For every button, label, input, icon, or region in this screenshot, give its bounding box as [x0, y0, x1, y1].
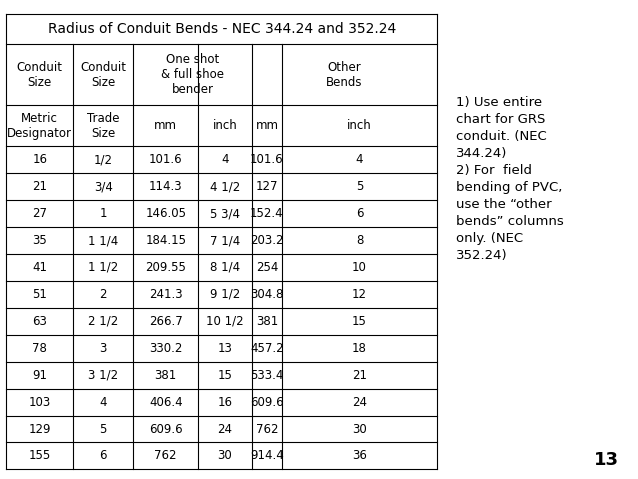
Text: 8: 8 — [356, 234, 363, 247]
Text: 266.7: 266.7 — [149, 315, 182, 328]
Text: 241.3: 241.3 — [149, 288, 182, 301]
Text: 152.4: 152.4 — [250, 207, 284, 220]
Text: 35: 35 — [33, 234, 47, 247]
Text: 457.2: 457.2 — [250, 342, 284, 355]
Text: mm: mm — [255, 119, 278, 132]
Text: 914.4: 914.4 — [250, 449, 284, 462]
Text: 8 1/4: 8 1/4 — [210, 261, 240, 274]
Text: 30: 30 — [218, 449, 232, 462]
Text: inch: inch — [347, 119, 372, 132]
Text: 10: 10 — [352, 261, 367, 274]
Text: 4: 4 — [100, 396, 107, 409]
Text: Radius of Conduit Bends - NEC 344.24 and 352.24: Radius of Conduit Bends - NEC 344.24 and… — [48, 22, 396, 36]
Text: 12: 12 — [352, 288, 367, 301]
Text: 609.6: 609.6 — [250, 396, 284, 409]
Text: inch: inch — [212, 119, 237, 132]
Text: Other
Bends: Other Bends — [326, 61, 362, 89]
Text: 13: 13 — [218, 342, 232, 355]
Text: 27: 27 — [33, 207, 47, 220]
Text: 15: 15 — [218, 369, 232, 382]
Text: 30: 30 — [352, 422, 367, 435]
Text: 24: 24 — [218, 422, 232, 435]
Text: 533.4: 533.4 — [250, 369, 284, 382]
Text: 4: 4 — [356, 153, 363, 166]
Text: 41: 41 — [33, 261, 47, 274]
Text: Conduit
Size: Conduit Size — [17, 61, 63, 89]
Text: 609.6: 609.6 — [149, 422, 182, 435]
Text: 1/2: 1/2 — [94, 153, 113, 166]
Text: 16: 16 — [218, 396, 232, 409]
Text: 91: 91 — [33, 369, 47, 382]
Text: 2 1/2: 2 1/2 — [88, 315, 119, 328]
Text: 5: 5 — [100, 422, 107, 435]
Text: 21: 21 — [33, 180, 47, 193]
Text: 127: 127 — [256, 180, 278, 193]
Text: 381: 381 — [256, 315, 278, 328]
Text: 103: 103 — [29, 396, 51, 409]
Text: 13: 13 — [593, 451, 619, 469]
Text: 3: 3 — [100, 342, 107, 355]
Text: 24: 24 — [352, 396, 367, 409]
Text: 10 1/2: 10 1/2 — [206, 315, 244, 328]
Text: Trade
Size: Trade Size — [87, 112, 119, 140]
Text: 155: 155 — [29, 449, 51, 462]
Text: 9 1/2: 9 1/2 — [210, 288, 240, 301]
Text: 7 1/4: 7 1/4 — [210, 234, 240, 247]
Text: 1 1/4: 1 1/4 — [88, 234, 119, 247]
Text: 146.05: 146.05 — [145, 207, 186, 220]
Text: 1: 1 — [100, 207, 107, 220]
Text: 304.8: 304.8 — [250, 288, 284, 301]
Text: 330.2: 330.2 — [149, 342, 182, 355]
Text: 6: 6 — [356, 207, 363, 220]
Text: 184.15: 184.15 — [145, 234, 186, 247]
Text: 762: 762 — [256, 422, 278, 435]
Text: 21: 21 — [352, 369, 367, 382]
Text: 1 1/2: 1 1/2 — [88, 261, 119, 274]
Text: 3/4: 3/4 — [94, 180, 113, 193]
Text: Metric
Designator: Metric Designator — [7, 112, 72, 140]
Text: 762: 762 — [154, 449, 177, 462]
Text: 4: 4 — [221, 153, 228, 166]
Text: 2: 2 — [100, 288, 107, 301]
Text: 5 3/4: 5 3/4 — [210, 207, 240, 220]
Text: 5: 5 — [356, 180, 363, 193]
Text: 209.55: 209.55 — [145, 261, 186, 274]
Text: 101.6: 101.6 — [250, 153, 284, 166]
Text: 51: 51 — [33, 288, 47, 301]
Text: 6: 6 — [100, 449, 107, 462]
Text: 406.4: 406.4 — [149, 396, 182, 409]
Text: 18: 18 — [352, 342, 367, 355]
Text: 16: 16 — [33, 153, 47, 166]
Text: 3 1/2: 3 1/2 — [88, 369, 118, 382]
Text: 101.6: 101.6 — [149, 153, 182, 166]
Text: Conduit
Size: Conduit Size — [80, 61, 126, 89]
Text: 129: 129 — [29, 422, 51, 435]
Text: 1) Use entire
chart for GRS
conduit. (NEC
344.24)
2) For  field
bending of PVC,
: 1) Use entire chart for GRS conduit. (NE… — [456, 96, 564, 262]
Text: 381: 381 — [154, 369, 177, 382]
Text: mm: mm — [154, 119, 177, 132]
Text: 78: 78 — [33, 342, 47, 355]
Text: One shot
& full shoe
bender: One shot & full shoe bender — [161, 53, 224, 96]
Text: 15: 15 — [352, 315, 367, 328]
Text: 254: 254 — [256, 261, 278, 274]
Text: 63: 63 — [33, 315, 47, 328]
Text: 36: 36 — [352, 449, 367, 462]
Text: 4 1/2: 4 1/2 — [210, 180, 240, 193]
Text: 114.3: 114.3 — [149, 180, 182, 193]
Text: 203.2: 203.2 — [250, 234, 284, 247]
